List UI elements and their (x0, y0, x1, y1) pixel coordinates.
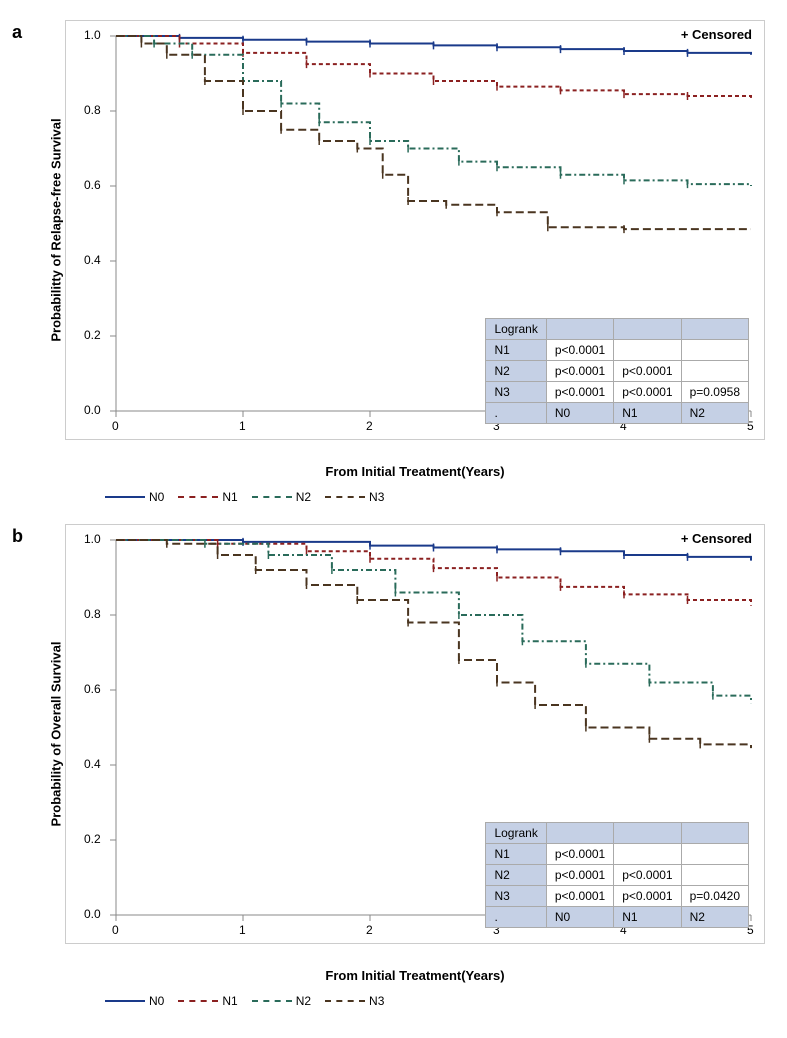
legend-item-N1: N1 (178, 490, 237, 504)
logrank-cell: p<0.0001 (614, 886, 681, 907)
x-tick-label: 2 (366, 923, 373, 937)
legend-item-N3: N3 (325, 490, 384, 504)
legend-label: N2 (296, 490, 311, 504)
legend-item-N1: N1 (178, 994, 237, 1008)
legend-item-N2: N2 (252, 994, 311, 1008)
y-tick-label: 0.2 (84, 328, 104, 342)
logrank-cell: N2 (486, 361, 546, 382)
legend-item-N0: N0 (105, 994, 164, 1008)
logrank-cell: p<0.0001 (546, 361, 613, 382)
logrank-cell: N2 (681, 907, 748, 928)
y-tick-label: 0.8 (84, 103, 104, 117)
legend-item-N0: N0 (105, 490, 164, 504)
y-tick-label: 0.6 (84, 178, 104, 192)
x-tick-label: 0 (112, 923, 119, 937)
y-tick-label: 1.0 (84, 532, 104, 546)
plot-area-b: Probability of Overall Survival From Ini… (65, 524, 765, 944)
logrank-cell (681, 340, 748, 361)
legend-label: N3 (369, 490, 384, 504)
legend-label: N0 (149, 994, 164, 1008)
logrank-cell: p<0.0001 (614, 361, 681, 382)
logrank-cell: p<0.0001 (546, 844, 613, 865)
logrank-cell: N2 (486, 865, 546, 886)
logrank-cell (614, 844, 681, 865)
logrank-cell (681, 865, 748, 886)
logrank-table-a: LogrankN1p<0.0001N2p<0.0001p<0.0001N3p<0… (485, 318, 749, 424)
logrank-cell: N3 (486, 382, 546, 403)
x-tick-label: 0 (112, 419, 119, 433)
plot-area-a: Probabilitty of Relapse-free Survival Fr… (65, 20, 765, 440)
legend-label: N0 (149, 490, 164, 504)
logrank-cell: p=0.0420 (681, 886, 748, 907)
logrank-cell: p=0.0958 (681, 382, 748, 403)
legend-label: N3 (369, 994, 384, 1008)
logrank-cell: p<0.0001 (546, 886, 613, 907)
logrank-cell: p<0.0001 (546, 382, 613, 403)
logrank-cell: N1 (486, 340, 546, 361)
panel-a: a Probabilitty of Relapse-free Survival … (10, 20, 770, 504)
legend-item-N2: N2 (252, 490, 311, 504)
y-tick-label: 0.0 (84, 403, 104, 417)
survival-curve-N3 (116, 36, 751, 229)
logrank-cell: p<0.0001 (614, 382, 681, 403)
logrank-cell: p<0.0001 (614, 865, 681, 886)
y-tick-label: 0.0 (84, 907, 104, 921)
logrank-cell: N1 (614, 907, 681, 928)
y-axis-label-b: Probability of Overall Survival (49, 642, 64, 827)
logrank-table-b: LogrankN1p<0.0001N2p<0.0001p<0.0001N3p<0… (485, 822, 749, 928)
logrank-cell: p<0.0001 (546, 340, 613, 361)
logrank-cell: N3 (486, 886, 546, 907)
legend-label: N2 (296, 994, 311, 1008)
legend-a: N0 N1 N2 N3 (105, 490, 770, 504)
logrank-cell: N2 (681, 403, 748, 424)
logrank-cell: N1 (486, 844, 546, 865)
logrank-cell (614, 340, 681, 361)
logrank-cell: . (486, 907, 546, 928)
legend-label: N1 (222, 490, 237, 504)
x-axis-label-a: From Initial Treatment(Years) (325, 464, 504, 479)
x-tick-label: 2 (366, 419, 373, 433)
logrank-cell: N0 (546, 907, 613, 928)
x-tick-label: 1 (239, 419, 246, 433)
y-axis-label-a: Probabilitty of Relapse-free Survival (49, 118, 64, 341)
logrank-cell: N1 (614, 403, 681, 424)
y-tick-label: 0.8 (84, 607, 104, 621)
panel-b-label: b (12, 526, 23, 547)
legend-b: N0 N1 N2 N3 (105, 994, 770, 1008)
x-tick-label: 1 (239, 923, 246, 937)
logrank-cell: p<0.0001 (546, 865, 613, 886)
panel-b: b Probability of Overall Survival From I… (10, 524, 770, 1008)
y-tick-label: 0.6 (84, 682, 104, 696)
x-axis-label-b: From Initial Treatment(Years) (325, 968, 504, 983)
logrank-cell: N0 (546, 403, 613, 424)
y-tick-label: 0.4 (84, 757, 104, 771)
logrank-cell (681, 361, 748, 382)
panel-a-label: a (12, 22, 22, 43)
survival-curve-N2 (116, 36, 751, 186)
legend-item-N3: N3 (325, 994, 384, 1008)
logrank-cell (681, 844, 748, 865)
y-tick-label: 0.2 (84, 832, 104, 846)
y-tick-label: 1.0 (84, 28, 104, 42)
legend-label: N1 (222, 994, 237, 1008)
logrank-cell: . (486, 403, 546, 424)
y-tick-label: 0.4 (84, 253, 104, 267)
